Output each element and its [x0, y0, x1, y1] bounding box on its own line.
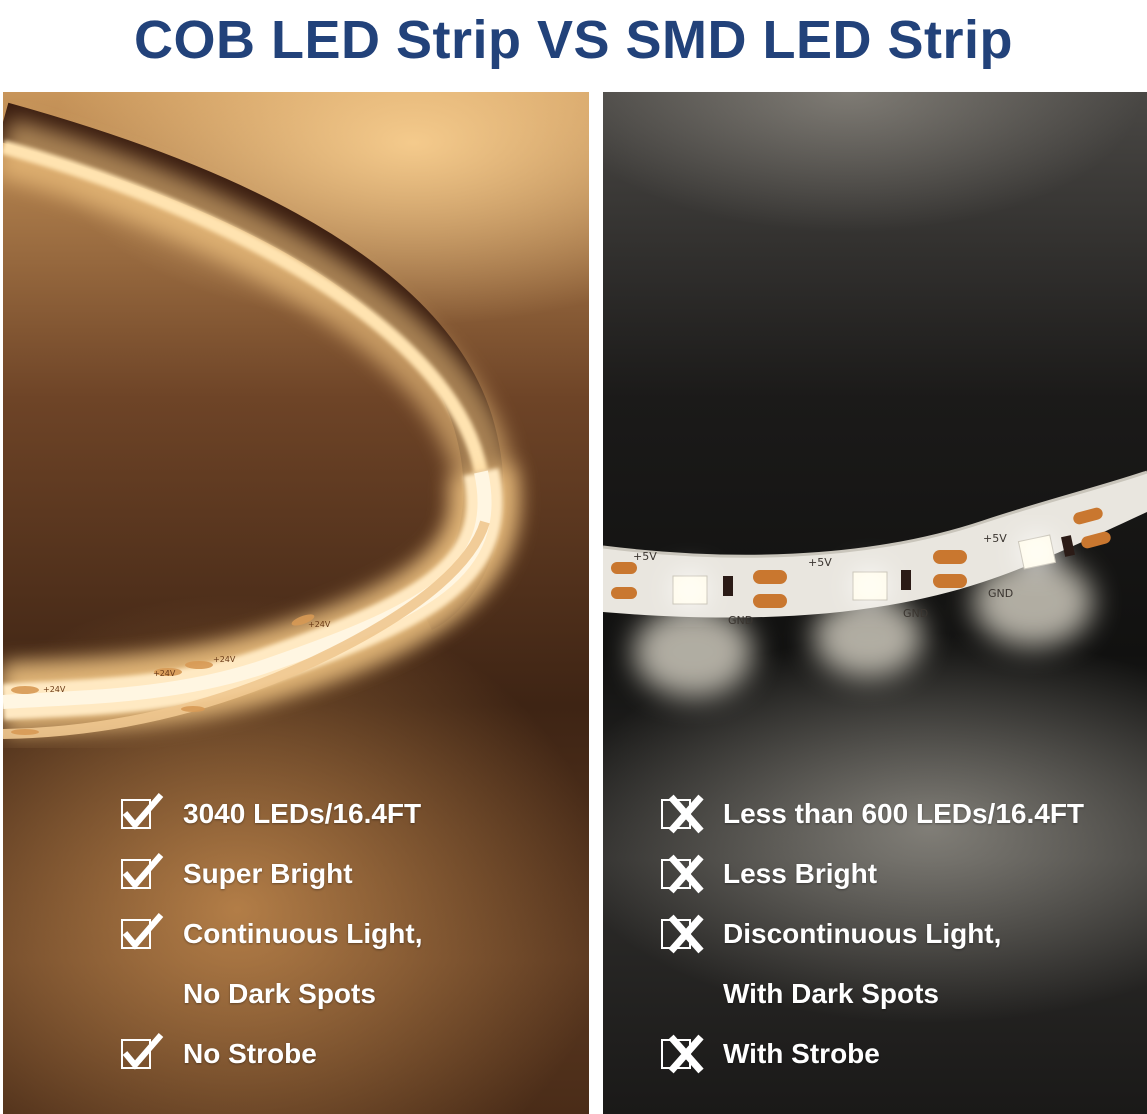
feature-item: Discontinuous Light,	[661, 914, 1002, 954]
strip-label: GND	[728, 614, 753, 627]
feature-text: Super Bright	[183, 858, 353, 889]
check-icon	[121, 1033, 164, 1070]
feature-item: With Strobe	[661, 1034, 880, 1074]
cob-strip-photo: +24V +24V +24V +24V 3040 LEDs/16.4FT Sup…	[3, 92, 589, 1114]
feature-item: Less Bright	[661, 854, 878, 894]
cross-icon	[661, 854, 704, 894]
cross-icon	[661, 1034, 704, 1074]
strip-label: +5V	[808, 556, 832, 569]
feature-text: With Dark Spots	[723, 978, 939, 1009]
cob-feature-list: 3040 LEDs/16.4FT Super Bright Continuous…	[3, 92, 589, 1114]
feature-text: Discontinuous Light,	[723, 918, 1002, 949]
smd-strip-illustration: +5V +5V +5V GND GND GND	[603, 470, 1147, 697]
cross-icon	[661, 794, 704, 834]
feature-item: With Dark Spots	[661, 978, 939, 1010]
page-title: COB LED Strip VS SMD LED Strip	[133, 10, 1014, 70]
strip-label: +24V	[43, 685, 66, 694]
strip-label: +5V	[633, 550, 657, 563]
strip-label: GND	[903, 607, 928, 620]
smd-feature-list: Less than 600 LEDs/16.4FT Less Bright Di…	[603, 92, 1147, 1114]
feature-item: Less than 600 LEDs/16.4FT	[661, 794, 1085, 834]
feature-item: Super Bright	[121, 853, 353, 890]
feature-text: With Strobe	[723, 1038, 880, 1069]
strip-label: +24V	[213, 655, 236, 664]
feature-text: No Dark Spots	[183, 978, 376, 1009]
feature-item: Continuous Light,	[121, 913, 423, 950]
feature-text: Less Bright	[723, 858, 878, 889]
smd-strip-photo: +5V +5V +5V GND GND GND Less than 600 LE…	[603, 92, 1147, 1114]
check-icon	[121, 853, 164, 890]
feature-text: 3040 LEDs/16.4FT	[183, 798, 422, 829]
feature-text: Continuous Light,	[183, 918, 423, 949]
cross-icon	[661, 914, 704, 954]
strip-label: GND	[988, 587, 1013, 600]
check-icon	[121, 793, 164, 830]
feature-item: No Strobe	[121, 1033, 317, 1070]
cob-strip-illustration: +24V +24V +24V +24V	[3, 102, 520, 739]
strip-label: +24V	[308, 620, 331, 629]
feature-item: 3040 LEDs/16.4FT	[121, 793, 422, 830]
feature-item: No Dark Spots	[121, 978, 376, 1010]
strip-label: +5V	[983, 532, 1007, 545]
check-icon	[121, 913, 164, 950]
feature-text: No Strobe	[183, 1038, 317, 1069]
strip-label: +24V	[153, 669, 176, 678]
feature-text: Less than 600 LEDs/16.4FT	[723, 798, 1085, 829]
